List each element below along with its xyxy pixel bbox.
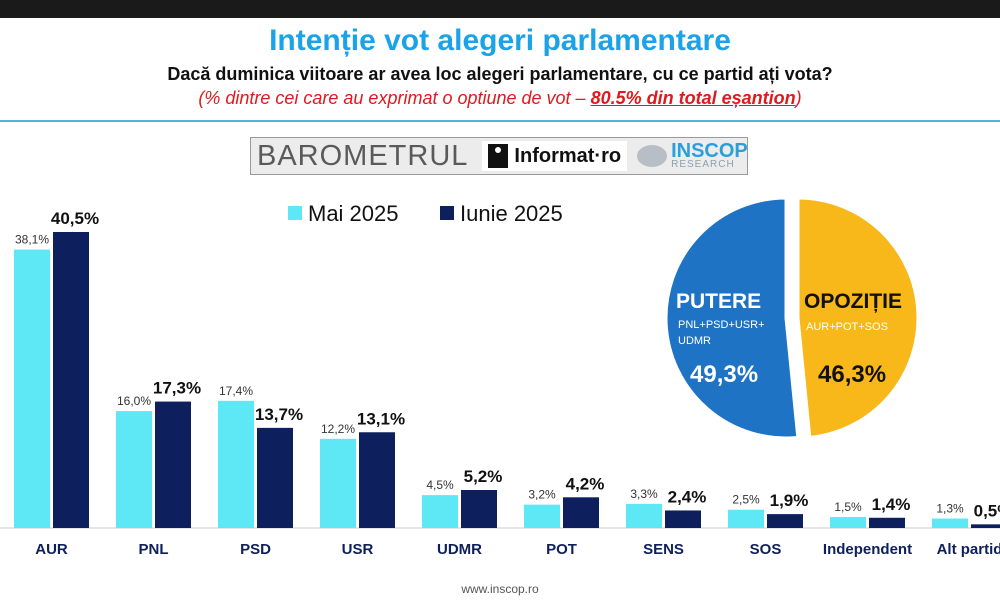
- bar-iunie-psd: [257, 427, 293, 528]
- pie-value-opozitie: 46,3%: [818, 361, 886, 388]
- bar-iunie-pot: [563, 497, 599, 528]
- category-label: SENS: [643, 541, 684, 558]
- inscop-logo: INSCOP RESEARCH: [637, 140, 748, 170]
- legend-label-mai: Mai 2025: [308, 201, 399, 226]
- top-bar: [0, 0, 1000, 18]
- data-label-iunie: 13,7%: [255, 405, 303, 424]
- pie-label-opozitie: OPOZIȚIE: [804, 290, 902, 313]
- pie-slice-putere: [664, 196, 800, 440]
- data-label-iunie: 1,9%: [770, 491, 809, 510]
- bar-mai-aur: [14, 249, 50, 528]
- bar-iunie-sens: [665, 510, 701, 528]
- data-label-iunie: 2,4%: [668, 487, 707, 506]
- bar-mai-pot: [524, 504, 560, 528]
- legend-swatch-mai: [288, 206, 302, 220]
- data-label-mai: 1,5%: [834, 500, 862, 514]
- bar-mai-alt-partid: [932, 518, 968, 528]
- info-icon: [488, 144, 509, 168]
- footer-url: www.inscop.ro: [461, 582, 539, 596]
- page-title: Intenție vot alegeri parlamentare: [269, 24, 731, 57]
- data-label-mai: 2,5%: [732, 493, 760, 507]
- category-label: PSD: [240, 541, 271, 558]
- category-label: SOS: [750, 541, 782, 558]
- inscop-mark-icon: [637, 145, 668, 167]
- legend-label-iunie: Iunie 2025: [460, 201, 563, 226]
- bar-mai-sens: [626, 503, 662, 528]
- data-label-iunie: 0,5%: [974, 501, 1000, 520]
- category-label: Alt partid: [937, 541, 1000, 558]
- legend-swatch-iunie: [440, 206, 454, 220]
- data-label-iunie: 40,5%: [51, 209, 99, 228]
- data-label-iunie: 5,2%: [464, 467, 503, 486]
- pie-detail-opozitie: AUR+POT+SOS: [806, 321, 888, 333]
- informat-logo: Informat·ro: [482, 141, 628, 171]
- pie-label-putere: PUTERE: [676, 290, 761, 313]
- bar-iunie-alt-partid: [971, 524, 1000, 528]
- bar-mai-independent: [830, 517, 866, 528]
- data-label-mai: 38,1%: [15, 233, 49, 247]
- data-label-iunie: 1,4%: [872, 495, 911, 514]
- bar-iunie-sos: [767, 514, 803, 528]
- sample-note: (% dintre cei care au exprimat o optiune…: [0, 88, 1000, 109]
- data-label-mai: 1,3%: [936, 501, 964, 515]
- data-label-mai: 12,2%: [321, 422, 355, 436]
- sample-note-highlight: 80.5% din total eșantion: [590, 88, 796, 108]
- bar-mai-usr: [320, 438, 356, 528]
- data-label-mai: 4,5%: [426, 478, 454, 492]
- bar-iunie-aur: [53, 232, 89, 528]
- data-label-iunie: 13,1%: [357, 409, 405, 428]
- informat-name: Informat·ro: [514, 144, 622, 167]
- pie-detail-putere-2: UDMR: [678, 335, 711, 347]
- inscop-name: INSCOP: [671, 140, 748, 162]
- pie-value-putere: 49,3%: [690, 361, 758, 388]
- bar-mai-udmr: [422, 495, 458, 528]
- data-label-mai: 17,4%: [219, 384, 253, 398]
- barometer-banner: BAROMETRUL Informat·ro INSCOP RESEARCH: [250, 137, 748, 175]
- barometer-label: BAROMETRUL: [257, 139, 469, 172]
- data-label-mai: 3,2%: [528, 488, 556, 502]
- category-label: Independent: [823, 541, 912, 558]
- data-label-iunie: 17,3%: [153, 379, 201, 398]
- category-label: PNL: [139, 541, 169, 558]
- category-label: UDMR: [437, 541, 482, 558]
- data-label-iunie: 4,2%: [566, 474, 605, 493]
- pie-slice-opozitie: [796, 196, 920, 440]
- bar-mai-pnl: [116, 411, 152, 528]
- sample-note-prefix: (% dintre cei care au exprimat o optiune…: [198, 88, 591, 108]
- bar-iunie-usr: [359, 432, 395, 528]
- inscop-sub: RESEARCH: [671, 159, 735, 170]
- category-label: AUR: [35, 541, 68, 558]
- data-label-mai: 3,3%: [630, 487, 658, 501]
- sample-note-suffix: ): [795, 88, 802, 108]
- page-subtitle: Dacă duminica viitoare ar avea loc alege…: [167, 64, 833, 84]
- bar-mai-sos: [728, 509, 764, 528]
- bar-iunie-pnl: [155, 401, 191, 528]
- category-label: POT: [546, 541, 577, 558]
- header-divider: [0, 120, 1000, 122]
- bar-mai-psd: [218, 400, 254, 528]
- bar-iunie-independent: [869, 517, 905, 528]
- data-label-mai: 16,0%: [117, 394, 151, 408]
- bar-iunie-udmr: [461, 489, 497, 528]
- pie-detail-putere: PNL+PSD+USR+: [678, 319, 765, 331]
- category-label: USR: [342, 541, 374, 558]
